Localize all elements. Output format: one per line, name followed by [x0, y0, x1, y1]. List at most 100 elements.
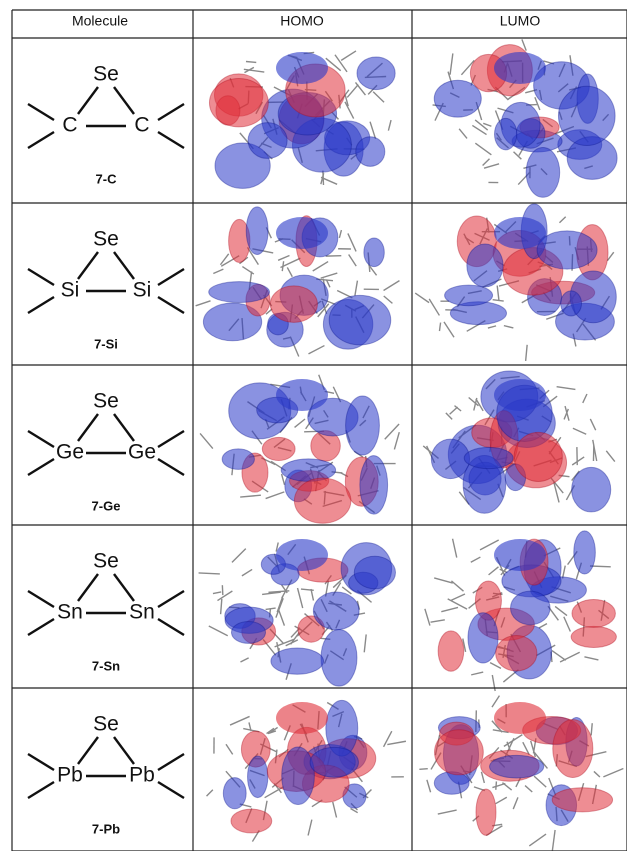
skeleton-bond [459, 129, 467, 139]
skeleton-bond [484, 164, 499, 168]
skeleton-bond [295, 419, 305, 427]
skeleton-bond [434, 578, 453, 583]
skeleton-bond [557, 387, 576, 390]
skeleton-bond [240, 658, 248, 662]
atom-label: Se [93, 228, 119, 251]
skeleton-bond [513, 797, 518, 809]
skeleton-bond [555, 606, 567, 615]
orbital-image [425, 531, 617, 691]
skeleton-bond [308, 820, 312, 836]
atom-label: Sn [129, 601, 155, 624]
skeleton-bond [209, 626, 228, 636]
orbital-lobe [558, 86, 615, 145]
orbital-lobe [310, 747, 358, 777]
orbital-lobe [468, 613, 498, 663]
compound-label: 7-Pb [92, 821, 120, 836]
skeleton-bond [564, 617, 571, 632]
skeleton-bond [207, 790, 213, 796]
skeleton-bond [213, 269, 223, 273]
orbital-image [199, 539, 396, 686]
bond [158, 431, 184, 447]
skeleton-bond [226, 744, 233, 754]
atom-label: Si [133, 279, 152, 302]
skeleton-bond [196, 301, 211, 306]
skeleton-bond [427, 780, 431, 792]
bond [78, 252, 98, 279]
skeleton-bond [349, 254, 357, 266]
skeleton-bond [415, 293, 429, 303]
skeleton-bond [471, 672, 483, 675]
orbital-lobe [270, 286, 317, 322]
skeleton-bond [266, 492, 285, 499]
skeleton-bond [492, 696, 499, 707]
orbital-lobe [561, 291, 582, 316]
orbital-lobe [276, 539, 328, 571]
skeleton-bond [385, 424, 399, 439]
orbital-lobe [467, 244, 503, 287]
orbital-image [423, 371, 615, 513]
skeleton-bond [559, 217, 565, 223]
orbital-lobe [276, 702, 328, 734]
orbital-lobe [276, 52, 328, 84]
orbital-lobe [356, 137, 385, 167]
orbital-lobe [514, 432, 562, 481]
orbital-lobe [434, 80, 481, 117]
skeleton-bond [387, 741, 406, 744]
skeleton-bond [594, 771, 600, 777]
skeleton-bond [373, 92, 384, 103]
atom-label: C [62, 114, 77, 137]
orbital-lobe [494, 379, 546, 411]
atom-label: Sn [57, 601, 83, 624]
orbital-lobe [246, 207, 268, 255]
skeleton-bond [364, 634, 366, 652]
skeleton-bond [444, 322, 454, 337]
orbital-image [209, 51, 395, 188]
orbital-image [200, 375, 399, 523]
orbital-lobe [262, 437, 295, 460]
bond [78, 574, 98, 601]
skeleton-bond [246, 61, 256, 62]
header-cell: Molecule [72, 13, 128, 29]
orbital-lobe [329, 295, 391, 344]
orbital-lobe [494, 52, 546, 84]
atom-label: Pb [57, 764, 83, 787]
skeleton-bond [583, 394, 587, 403]
skeleton-bond [565, 406, 569, 421]
orbital-lobe [360, 456, 388, 514]
atom-label: Si [61, 279, 80, 302]
orbital-lobe [476, 789, 496, 835]
skeleton-bond [451, 594, 465, 600]
bond [78, 414, 98, 441]
bond [158, 297, 184, 313]
skeleton-bond [199, 573, 220, 574]
skeleton-bond [526, 345, 527, 361]
skeleton-bond [308, 346, 324, 354]
compound-label: 7-Si [94, 336, 118, 351]
skeleton-bond [451, 581, 463, 591]
bond [158, 591, 184, 607]
skeleton-bond [560, 652, 580, 662]
orbital-lobe [222, 449, 254, 469]
skeleton-bond [450, 407, 458, 414]
skeleton-bond [552, 651, 566, 661]
header-cell: LUMO [500, 13, 541, 29]
skeleton-bond [278, 609, 284, 626]
skeleton-bond [242, 267, 253, 274]
skeleton-bond [534, 776, 546, 787]
skeleton-bond [529, 834, 546, 846]
skeleton-bond [345, 102, 354, 119]
orbital-lobe [282, 747, 315, 804]
skeleton-bond [591, 723, 592, 735]
skeleton-bond [489, 567, 499, 575]
bond [28, 459, 54, 475]
orbital-image [433, 39, 618, 197]
orbital-lobe [464, 447, 513, 468]
skeleton-bond [384, 296, 393, 303]
orbital-lobe [490, 755, 544, 778]
skeleton-bond [213, 592, 221, 594]
bond [28, 619, 54, 635]
skeleton-bond [590, 419, 595, 430]
skeleton-bond [240, 495, 261, 497]
orbital-lobe [294, 478, 350, 523]
skeleton-bond [431, 620, 445, 622]
